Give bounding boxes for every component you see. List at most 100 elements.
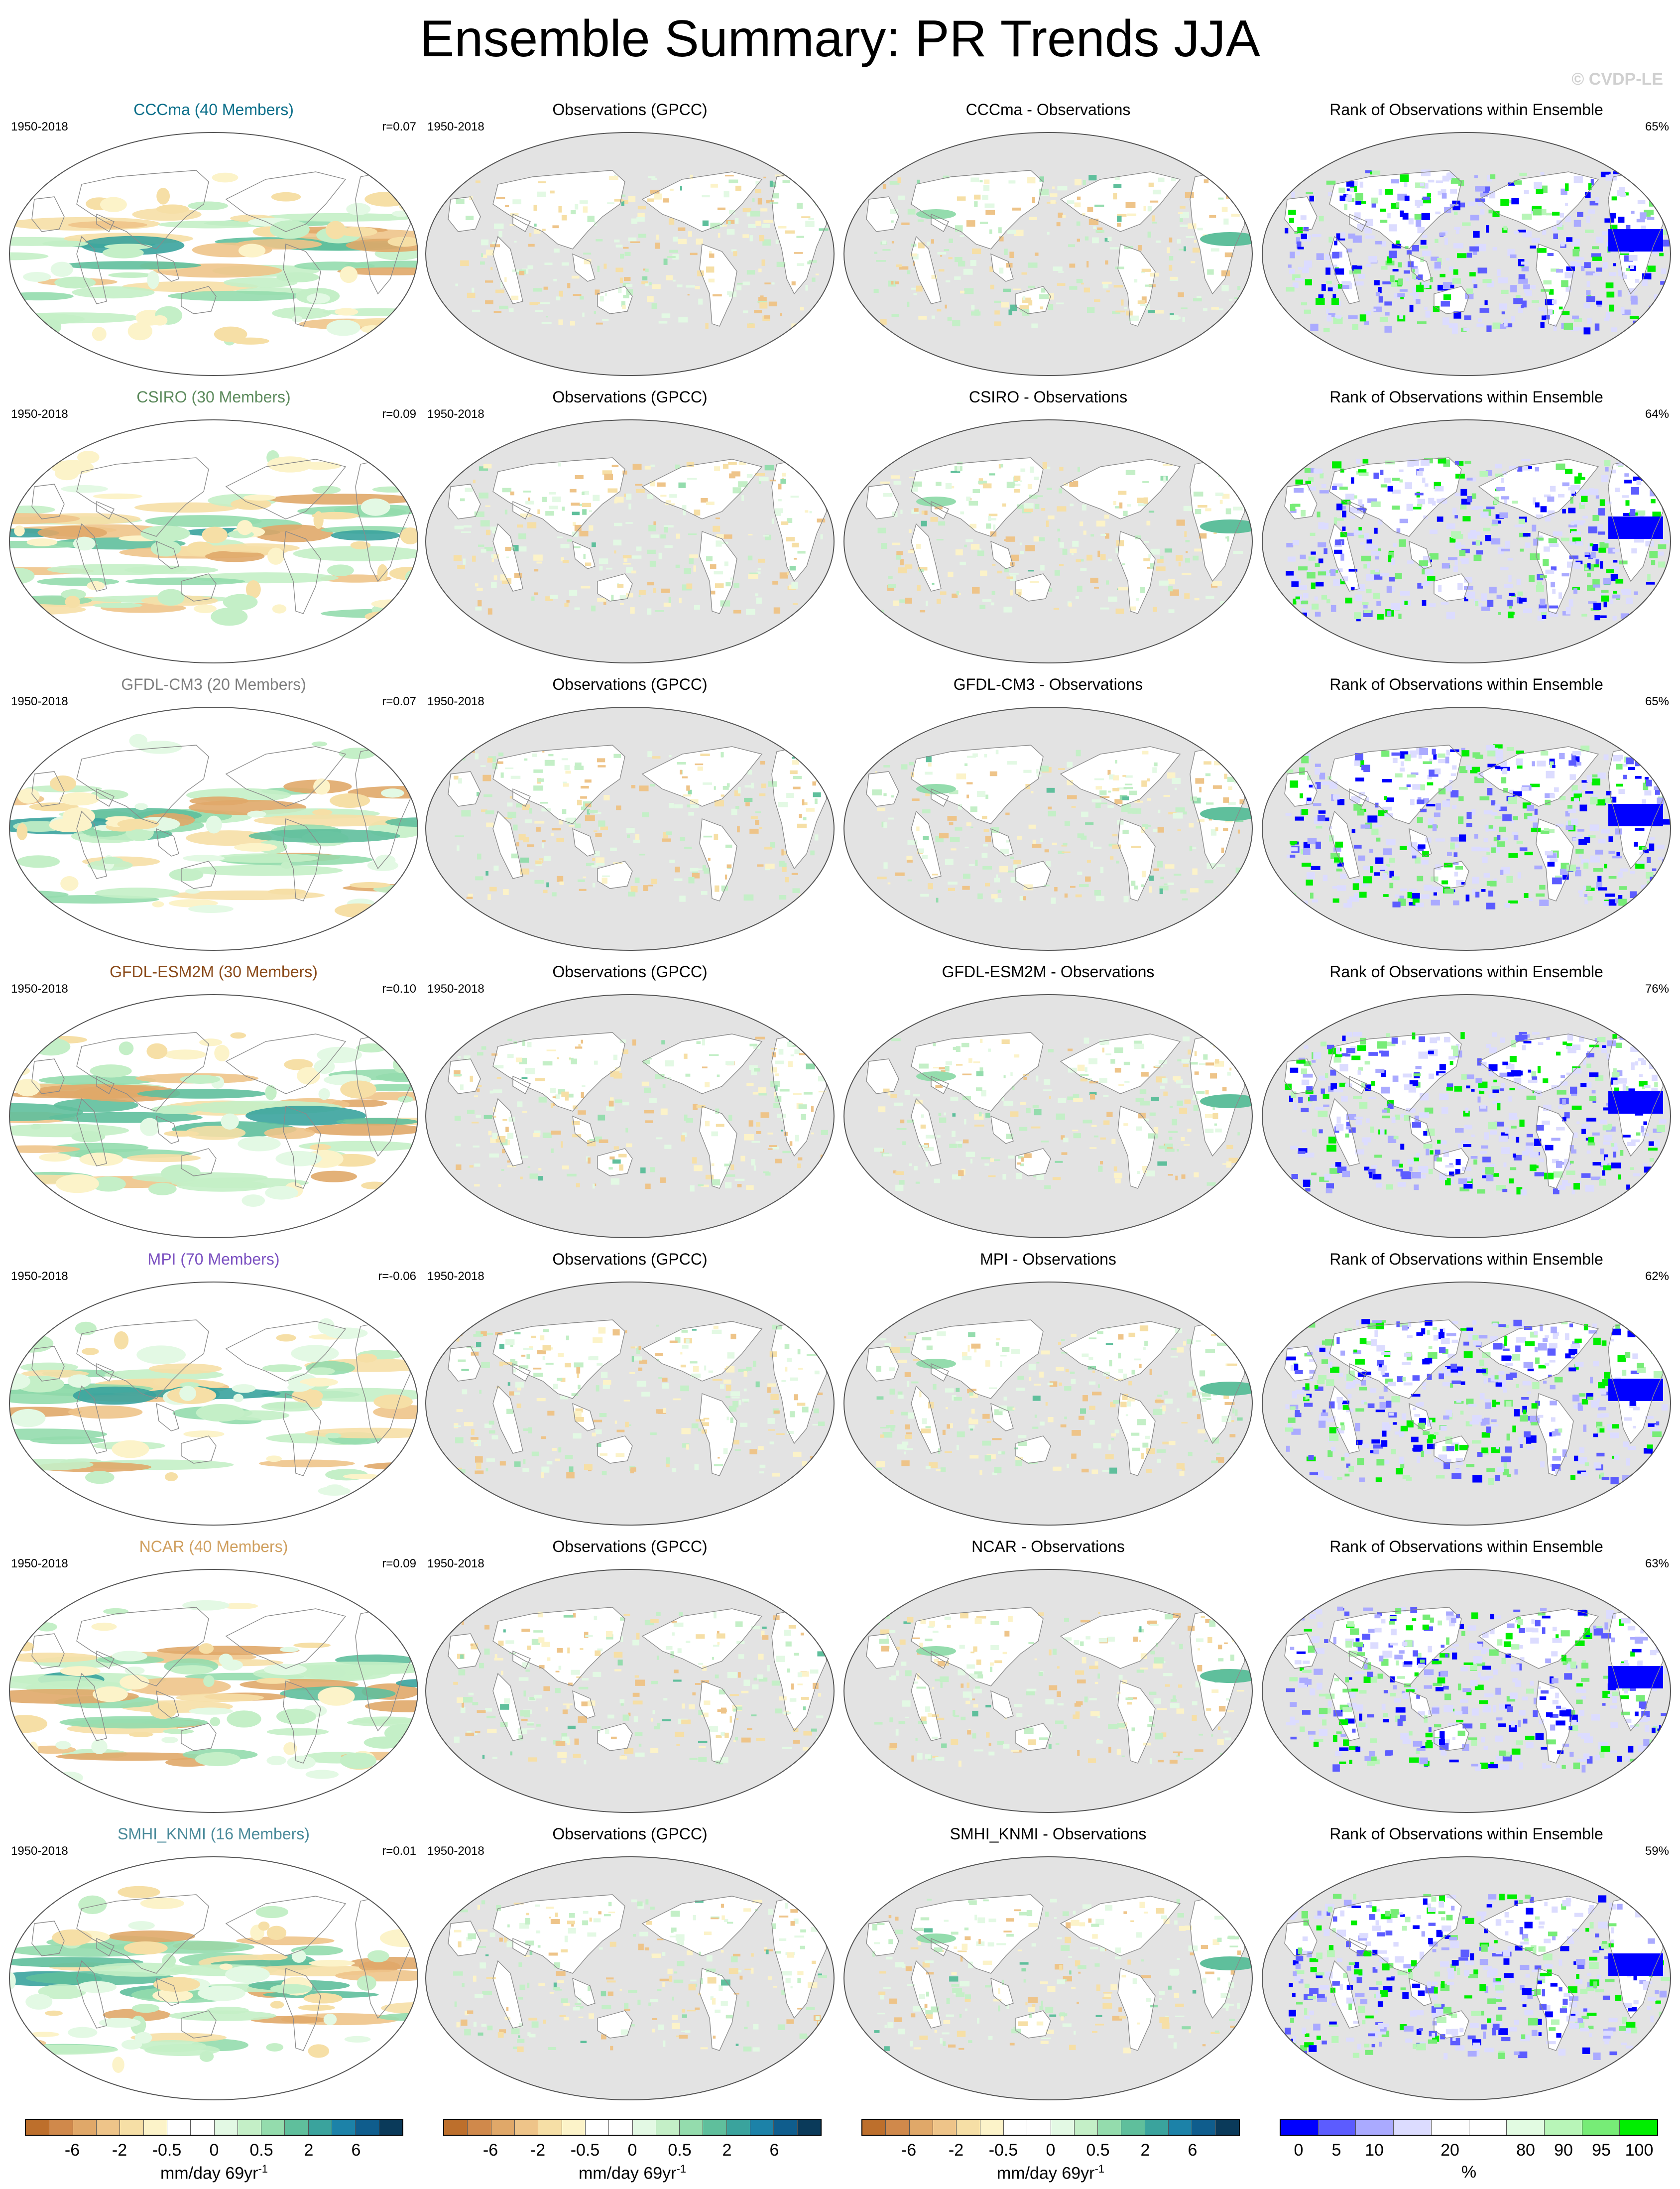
panel-title: MPI - Observations (980, 1250, 1116, 1268)
panel-title: NCAR (40 Members) (139, 1538, 288, 1555)
panel-title: GFDL-CM3 - Observations (953, 675, 1143, 693)
globe-map (425, 419, 835, 663)
pattern-correlation-label: r=-0.06 (378, 1270, 416, 1283)
globe-map (425, 994, 835, 1238)
rank-percent-label: 65% (1645, 695, 1669, 708)
rank-percent-label: 63% (1645, 1557, 1669, 1570)
map-panel-diff: NCAR - Observations (841, 1537, 1255, 1820)
map-panel-model: SMHI_KNMI (16 Members) 1950-2018 r=0.01 (7, 1824, 420, 2108)
colorbar-tick-label: 2 (304, 2141, 314, 2160)
globe-map (1262, 1569, 1671, 1813)
panel-title: Observations (GPCC) (552, 101, 708, 119)
panel-title: CSIRO (30 Members) (136, 388, 291, 406)
colorbar-swatch (538, 2120, 562, 2135)
colorbar-swatch (285, 2120, 309, 2135)
pattern-correlation-label: r=0.07 (382, 120, 416, 133)
colorbar-tick-label: 6 (1188, 2141, 1198, 2160)
colorbar-swatch (909, 2120, 933, 2135)
colorbar-swatch (1027, 2120, 1051, 2135)
colorbar-swatch (444, 2120, 468, 2135)
colorbar-tick-label: -6 (482, 2141, 498, 2160)
colorbar-tick-label: -2 (112, 2141, 127, 2160)
colorbar-swatch (1394, 2120, 1432, 2135)
map-panel-rank: Rank of Observations within Ensemble 76% (1260, 962, 1673, 1246)
trend-colorbar: -6 -2 -0.5 0 0.5 2 6 mm/day 69yr-1 (861, 2119, 1240, 2184)
globe-map (425, 1856, 835, 2100)
pattern-correlation-label: r=0.10 (382, 982, 416, 996)
colorbar-swatch (96, 2120, 120, 2135)
colorbar-swatch (886, 2120, 910, 2135)
colorbar-unit: % (1280, 2163, 1658, 2182)
globe-map (1262, 1856, 1671, 2100)
colorbar-swatch (703, 2120, 727, 2135)
colorbar-swatches (443, 2119, 822, 2136)
globe-map (843, 1282, 1253, 1526)
panel-title: CCCma (40 Members) (133, 101, 294, 119)
colorbar-swatch (1582, 2120, 1620, 2135)
colorbar-swatch (933, 2120, 957, 2135)
map-panel-model: GFDL-ESM2M (30 Members) 1950-2018 r=0.10 (7, 962, 420, 1246)
colorbar-swatch (750, 2120, 774, 2135)
panel-title: Rank of Observations within Ensemble (1329, 101, 1603, 119)
rank-percent-label: 64% (1645, 407, 1669, 421)
map-panel-model: CCCma (40 Members) 1950-2018 r=0.07 (7, 100, 420, 384)
map-panel-obs: Observations (GPCC) 1950-2018 (423, 1249, 837, 1533)
colorbar-swatch (1121, 2120, 1145, 2135)
panel-title: SMHI_KNMI - Observations (950, 1825, 1147, 1843)
colorbar-swatch (261, 2120, 285, 2135)
globe-map (425, 1569, 835, 1813)
map-panel-rank: Rank of Observations within Ensemble 65% (1260, 100, 1673, 384)
period-label: 1950-2018 (427, 120, 484, 133)
globe-map (1262, 994, 1671, 1238)
colorbar-swatch (1318, 2120, 1356, 2135)
globe-map (1262, 419, 1671, 663)
colorbar-swatch (167, 2120, 191, 2135)
globe-map (843, 419, 1253, 663)
globe-map (9, 1856, 418, 2100)
colorbar-swatch (726, 2120, 751, 2135)
period-label: 1950-2018 (427, 1844, 484, 1858)
colorbar-unit-exponent: -1 (1094, 2163, 1105, 2175)
panel-title: Observations (GPCC) (552, 388, 708, 406)
map-panel-rank: Rank of Observations within Ensemble 62% (1260, 1249, 1673, 1533)
globe-map (843, 707, 1253, 951)
map-panel-obs: Observations (GPCC) 1950-2018 (423, 674, 837, 958)
panel-title: NCAR - Observations (971, 1538, 1125, 1555)
colorbar-swatch (49, 2120, 73, 2135)
panel-title: Rank of Observations within Ensemble (1329, 675, 1603, 693)
colorbar-tick-label: 0 (1294, 2141, 1304, 2160)
colorbar-swatch (680, 2120, 704, 2135)
map-panel-obs: Observations (GPCC) 1950-2018 (423, 1537, 837, 1820)
panel-title: Observations (GPCC) (552, 1250, 708, 1268)
colorbar-swatch (1051, 2120, 1075, 2135)
globe-map (9, 1569, 418, 1813)
map-panel-rank: Rank of Observations within Ensemble 64% (1260, 387, 1673, 671)
colorbar-tick-label: 95 (1592, 2141, 1611, 2160)
globe-map (425, 707, 835, 951)
watermark: © CVDP-LE (1571, 70, 1663, 89)
colorbar-tick-label: 5 (1331, 2141, 1341, 2160)
colorbar-swatch (191, 2120, 215, 2135)
panel-title: Observations (GPCC) (552, 1538, 708, 1555)
colorbar-swatch (214, 2120, 238, 2135)
colorbar-swatch (1169, 2120, 1193, 2135)
colorbar-unit-text: mm/day 69yr (578, 2164, 677, 2183)
colorbar-unit: mm/day 69yr-1 (443, 2163, 822, 2183)
colorbar-swatch (1215, 2120, 1239, 2135)
map-panel-model: NCAR (40 Members) 1950-2018 r=0.09 (7, 1537, 420, 1820)
colorbar-tick-label: 90 (1554, 2141, 1573, 2160)
panel-title: CSIRO - Observations (968, 388, 1128, 406)
colorbar-unit-exponent: -1 (676, 2163, 687, 2175)
map-panel-diff: MPI - Observations (841, 1249, 1255, 1533)
colorbar-tick-label: 100 (1625, 2141, 1654, 2160)
rank-percent-label: 76% (1645, 982, 1669, 996)
panel-title: Rank of Observations within Ensemble (1329, 1250, 1603, 1268)
pattern-correlation-label: r=0.09 (382, 407, 416, 421)
colorbar-swatch (774, 2120, 798, 2135)
colorbar-swatches (861, 2119, 1240, 2136)
colorbar-swatch (1192, 2120, 1216, 2135)
colorbar-tick-label: -0.5 (570, 2141, 600, 2160)
colorbar-tick-label: 10 (1365, 2141, 1384, 2160)
panel-title: SMHI_KNMI (16 Members) (118, 1825, 310, 1843)
trend-colorbar: -6 -2 -0.5 0 0.5 2 6 mm/day 69yr-1 (443, 2119, 822, 2184)
